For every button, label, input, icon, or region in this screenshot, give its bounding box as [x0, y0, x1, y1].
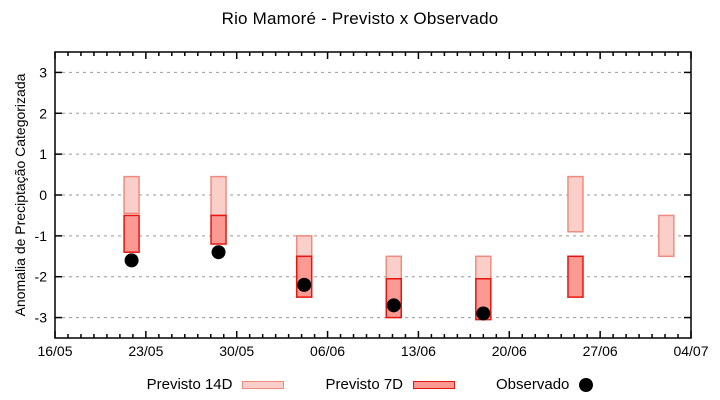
- bar-previsto-14d: [210, 175, 227, 217]
- observado-dot: [386, 298, 401, 313]
- bar-previsto-14d: [658, 214, 675, 258]
- observado-dot: [476, 306, 491, 321]
- bar-previsto-14d: [385, 255, 403, 280]
- y-tick-label: -1: [35, 228, 48, 244]
- observado-dot: [211, 245, 226, 260]
- legend-label-previsto-14d: Previsto 14D: [146, 376, 233, 393]
- x-tick-label: 23/05: [128, 343, 163, 359]
- legend-item-observado: Observado: [496, 376, 594, 393]
- y-tick-label: 0: [39, 187, 47, 203]
- legend-swatch-previsto-14d-icon: [242, 380, 285, 389]
- bar-previsto-14d: [475, 255, 492, 280]
- legend-item-previsto-14d: Previsto 14D: [147, 376, 285, 393]
- y-tick-label: 3: [39, 64, 47, 80]
- x-tick-label: 04/07: [673, 343, 708, 359]
- chart-title: Rio Mamoré - Previsto x Observado: [221, 9, 499, 28]
- bar-previsto-14d: [295, 235, 313, 258]
- legend-item-previsto-7d: Previsto 7D: [325, 376, 456, 393]
- y-tick-label: 2: [39, 105, 47, 121]
- x-tick-label: 13/06: [401, 343, 436, 359]
- legend-label-observado: Observado: [496, 376, 570, 393]
- observado-dot: [124, 253, 139, 268]
- bar-previsto-7d: [123, 214, 140, 253]
- x-tick-label: 16/05: [37, 343, 72, 359]
- y-tick-label: -2: [35, 269, 48, 285]
- y-tick-label: -3: [35, 310, 48, 326]
- legend-swatch-previsto-7d-icon: [413, 380, 456, 389]
- x-tick-label: 06/06: [310, 343, 345, 359]
- x-tick-label: 20/06: [492, 343, 527, 359]
- bar-previsto-14d: [123, 175, 140, 215]
- observado-dot: [297, 277, 312, 292]
- x-tick-label: 30/05: [219, 343, 254, 359]
- bar-previsto-7d: [210, 214, 227, 245]
- y-tick-label: 1: [39, 146, 47, 162]
- legend-swatch-observado-icon: [579, 377, 594, 392]
- bar-previsto-7d: [567, 255, 584, 298]
- bar-previsto-14d: [567, 175, 584, 233]
- legend-label-previsto-7d: Previsto 7D: [325, 376, 404, 393]
- legend: Previsto 14D Previsto 7D Observado: [0, 376, 720, 393]
- plot-border: [54, 51, 692, 339]
- x-tick-label: 27/06: [583, 343, 618, 359]
